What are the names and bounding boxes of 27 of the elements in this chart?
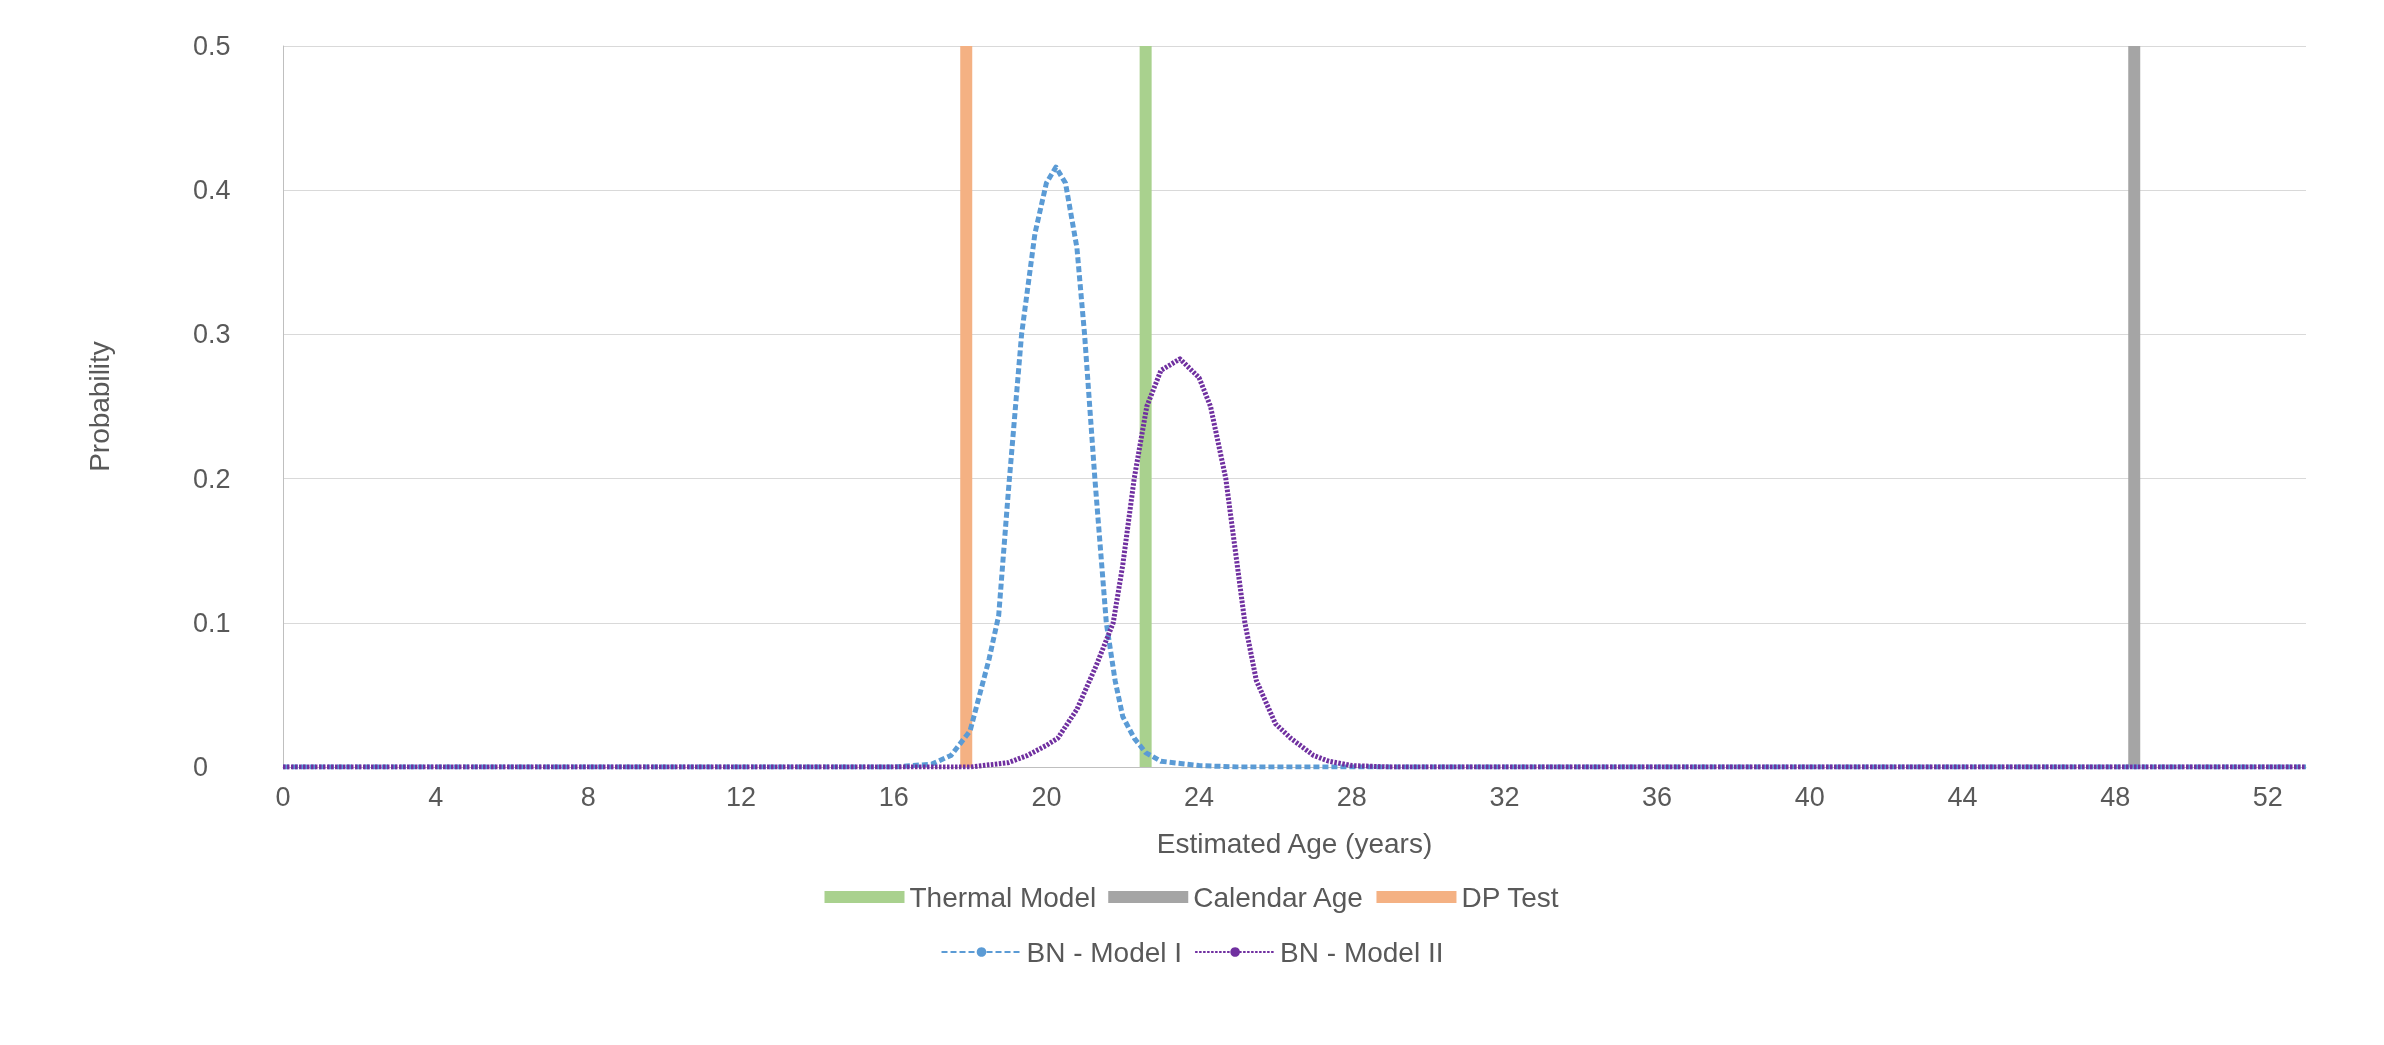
y-tick-label: 0 [193,752,209,782]
x-tick-label: 28 [1336,781,1367,812]
y-tick-label: 0.1 [193,607,231,638]
x-axis-title: Estimated Age (years) [1156,827,1433,859]
x-tick-label: 24 [1184,781,1215,812]
x-tick-label: 44 [1947,781,1978,812]
x-tick-label: 32 [1489,781,1520,812]
x-tick-label: 16 [878,781,909,812]
x-tick-label: 12 [726,781,757,812]
y-tick-label: 0.2 [193,463,231,494]
legend-label: BN - Model I [1026,936,1183,968]
y-axis-title: Probability [83,341,115,472]
legend-label: DP Test [1461,881,1559,913]
y-tick-label: 0.3 [193,319,231,350]
x-tick-label: 0 [275,781,291,812]
legend-label: BN - Model II [1280,936,1444,968]
legend-label: Calendar Age [1193,881,1363,913]
x-tick-label: 40 [1794,781,1825,812]
legend-label: Thermal Model [909,881,1097,913]
x-tick-label: 4 [428,781,444,812]
x-tick-label: 8 [580,781,596,812]
y-tick-label: 0.5 [193,31,231,61]
y-tick-label: 0.4 [193,175,231,206]
x-tick-label: 52 [2252,781,2283,812]
x-tick-label: 48 [2100,781,2131,812]
x-tick-label: 20 [1031,781,1062,812]
x-tick-label: 36 [1642,781,1673,812]
